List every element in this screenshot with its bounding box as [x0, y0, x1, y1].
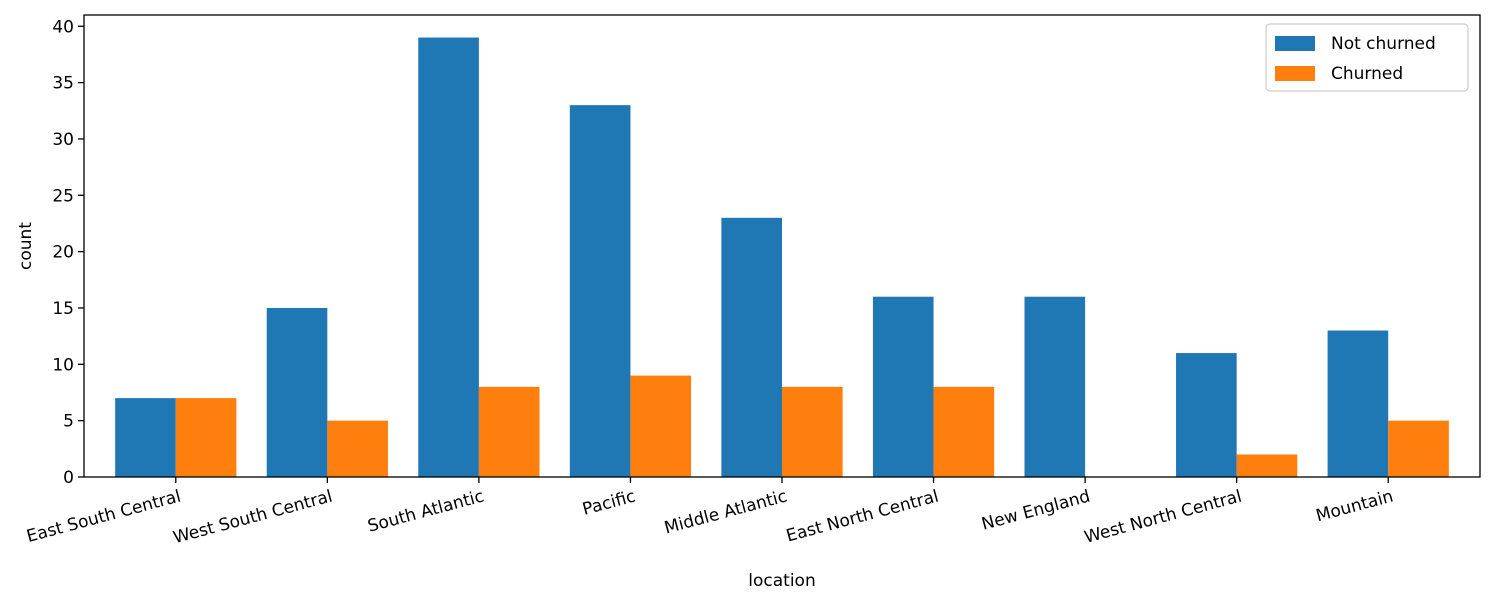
bar-churned-8: [1388, 420, 1449, 477]
bar-not-churned-5: [872, 296, 934, 477]
bar-churned-7: [1236, 454, 1298, 477]
bar-churned-1: [327, 420, 388, 477]
bar-not-churned-7: [1176, 353, 1237, 477]
bar-not-churned-6: [1024, 296, 1086, 477]
bar-not-churned-8: [1327, 330, 1389, 477]
legend-box: [1265, 23, 1469, 92]
y-tick-label: 40: [52, 17, 74, 37]
y-tick-label: 20: [52, 243, 74, 263]
y-tick-label: 0: [63, 468, 74, 488]
legend: Not churned Churned: [1265, 23, 1469, 92]
x-tick-label: South Atlantic: [366, 487, 487, 537]
x-tick-label: Pacific: [580, 487, 637, 520]
legend-swatch-churned: [1275, 66, 1315, 81]
bar-not-churned-3: [569, 105, 631, 478]
bar-churned-5: [933, 386, 995, 477]
legend-swatch-not-churned: [1275, 36, 1315, 51]
y-tick-label: 25: [52, 186, 74, 206]
y-tick-label: 35: [52, 74, 74, 94]
y-tick-label: 10: [52, 355, 74, 375]
y-axis-title: count: [16, 222, 36, 270]
bar-not-churned-2: [418, 37, 479, 477]
y-tick-label: 5: [63, 412, 74, 432]
x-tick-label: New England: [980, 487, 1093, 535]
x-axis-title: location: [748, 571, 815, 591]
legend-label-churned: Churned: [1331, 64, 1403, 84]
y-axis: 0 5 10 15 20 25 30 35 40: [52, 17, 84, 488]
y-tick-label: 30: [52, 130, 74, 150]
bars-group: [115, 37, 1449, 478]
bar-churned-3: [630, 375, 692, 477]
x-tick-label: West South Central: [171, 487, 335, 549]
plot-frame: [83, 14, 1481, 478]
y-tick-label: 15: [52, 299, 74, 319]
legend-label-not-churned: Not churned: [1331, 34, 1436, 54]
x-tick-label: East South Central: [25, 487, 184, 547]
x-tick-label: East North Central: [784, 487, 941, 547]
x-tick-label: Middle Atlantic: [662, 487, 789, 539]
bar-not-churned-4: [721, 217, 782, 477]
bar-churned-2: [478, 386, 540, 477]
bar-churned-0: [175, 398, 237, 477]
x-tick-label: West North Central: [1082, 487, 1244, 548]
bar-not-churned-0: [115, 398, 176, 477]
bar-churned-4: [782, 386, 843, 477]
x-tick-label: Mountain: [1314, 487, 1396, 527]
bar-not-churned-1: [266, 307, 328, 477]
